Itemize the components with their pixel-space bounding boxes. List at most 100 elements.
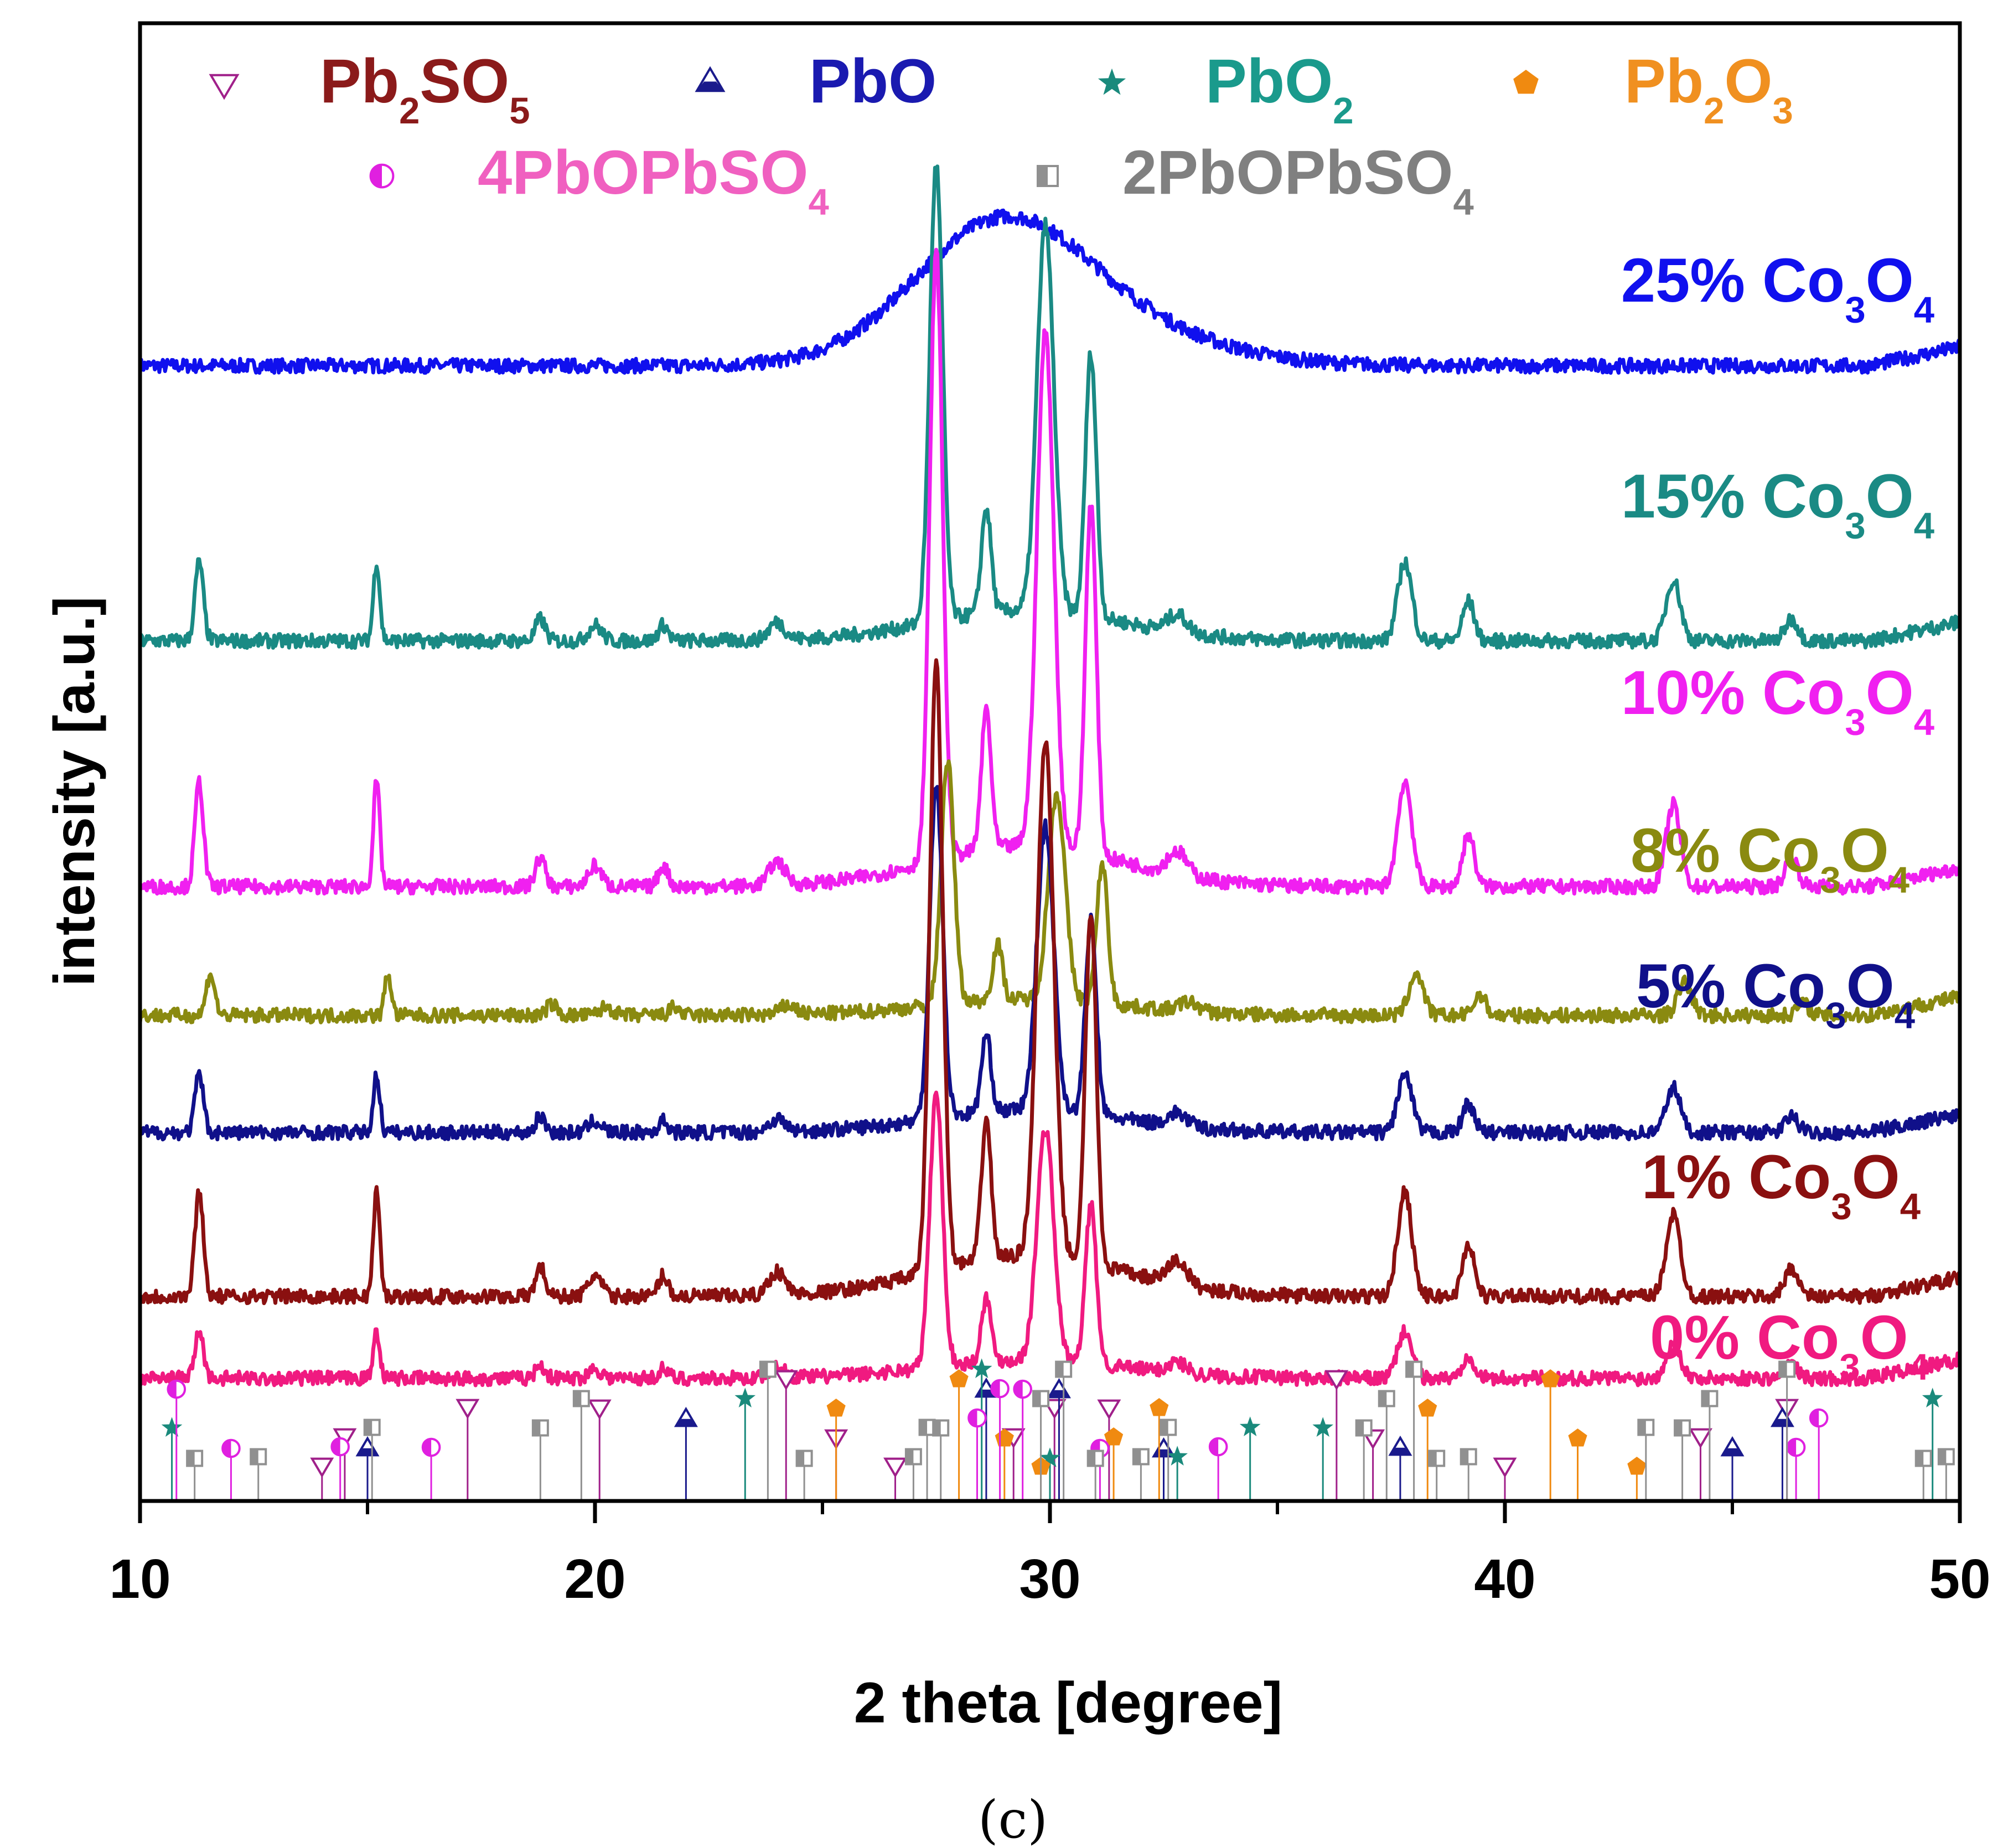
reference-marker (1104, 1427, 1124, 1446)
reference-marker (1388, 1435, 1412, 1456)
reference-marker (971, 1358, 992, 1379)
trace-layer (138, 164, 1962, 1388)
y-axis-label: intensity [a.u.] (43, 597, 107, 987)
reference-marker (186, 1450, 204, 1467)
reference-marker (1086, 1450, 1104, 1467)
reference-marker (1922, 1388, 1943, 1408)
reference-marker (167, 1379, 187, 1399)
reference-marker (1627, 1457, 1647, 1475)
reference-marker (1150, 1398, 1169, 1416)
legend-marker (1513, 70, 1539, 94)
reference-marker (1674, 1419, 1691, 1437)
reference-marker (161, 1417, 183, 1437)
reference-peak-layer (161, 1358, 1955, 1501)
series-line (138, 1090, 1962, 1388)
reference-marker (904, 1448, 922, 1466)
reference-marker (1809, 1408, 1829, 1428)
reference-marker (250, 1448, 267, 1466)
reference-marker (587, 1399, 612, 1420)
reference-marker (1720, 1436, 1745, 1457)
reference-marker (1378, 1390, 1395, 1407)
reference-marker (1541, 1369, 1560, 1388)
reference-marker (1055, 1360, 1073, 1378)
reference-marker (1312, 1417, 1334, 1437)
x-tick-label: 10 (109, 1548, 170, 1610)
reference-marker (1239, 1416, 1261, 1437)
reference-marker (421, 1437, 441, 1457)
reference-marker (363, 1419, 381, 1436)
series-label-layer: 25% Co3O4 15% Co3O4 10% Co3O4 8% Co3O4 5% Co… (1621, 246, 1934, 1388)
reference-marker (774, 1370, 798, 1391)
legend-marker (369, 163, 395, 189)
reference-marker (1324, 1370, 1349, 1391)
series-line (138, 208, 1962, 375)
reference-marker (1013, 1379, 1032, 1399)
x-tick-label: 40 (1474, 1548, 1535, 1610)
reference-marker (1208, 1437, 1228, 1457)
reference-marker (1460, 1448, 1477, 1466)
series-label: 10% Co3O4 (1621, 658, 1934, 743)
reference-marker (1428, 1450, 1446, 1467)
reference-marker (1493, 1457, 1517, 1478)
series-line (138, 247, 1962, 896)
reference-marker (1160, 1419, 1177, 1436)
x-tick-label: 30 (1019, 1548, 1080, 1610)
reference-marker (1039, 1447, 1060, 1468)
reference-marker (932, 1419, 950, 1437)
legend-label: 4PbOPbSO4 (478, 138, 829, 223)
series-label: 8% Co3O4 (1631, 816, 1909, 901)
legend-marker (1098, 68, 1126, 95)
legend-label: Pb2SO5 (320, 46, 530, 132)
reference-marker (1778, 1360, 1796, 1378)
legend: Pb2SO5 PbO PbO2 Pb2O3 4PbOPbSO4 2PbOPbSO4 (209, 46, 1793, 223)
reference-marker (1032, 1390, 1050, 1407)
reference-marker (1937, 1448, 1955, 1466)
x-axis: 10 20 30 40 50 (109, 1501, 1991, 1610)
x-axis-label: 2 theta [degree] (854, 1671, 1282, 1735)
series-line (138, 658, 1962, 1306)
legend-label: PbO2 (1205, 46, 1354, 132)
reference-marker (456, 1399, 480, 1420)
legend-label: PbO (809, 46, 936, 116)
series-label: 15% Co3O4 (1621, 462, 1934, 547)
reference-marker (759, 1360, 777, 1378)
series-label: 25% Co3O4 (1621, 246, 1934, 331)
reference-marker (1097, 1399, 1121, 1420)
reference-marker (1132, 1448, 1150, 1466)
reference-marker (1568, 1428, 1587, 1447)
reference-marker (1914, 1450, 1932, 1467)
reference-marker (1637, 1419, 1655, 1436)
reference-marker (1167, 1446, 1188, 1466)
reference-marker (990, 1379, 1010, 1399)
x-tick-label: 50 (1929, 1548, 1990, 1610)
reference-marker (310, 1457, 334, 1478)
reference-marker (949, 1369, 969, 1388)
reference-marker (967, 1408, 987, 1428)
reference-marker (1688, 1428, 1712, 1449)
reference-marker (531, 1419, 549, 1437)
legend-marker (695, 66, 726, 92)
reference-marker (883, 1457, 908, 1478)
reference-marker (674, 1406, 698, 1427)
x-tick-label: 20 (564, 1548, 625, 1610)
legend-marker (1037, 165, 1059, 187)
reference-marker (795, 1450, 813, 1467)
reference-marker (221, 1438, 241, 1458)
reference-marker (734, 1388, 756, 1408)
reference-marker (918, 1419, 936, 1436)
legend-label: Pb2O3 (1624, 46, 1793, 132)
legend-label: 2PbOPbSO4 (1122, 138, 1474, 223)
series-label: 1% Co3O4 (1642, 1142, 1921, 1228)
reference-marker (1786, 1437, 1806, 1457)
series-label: 5% Co3O4 (1636, 951, 1915, 1037)
reference-marker (1405, 1360, 1423, 1378)
legend-marker (209, 74, 240, 100)
reference-marker (826, 1399, 846, 1417)
reference-marker (1355, 1419, 1373, 1437)
reference-marker (1701, 1390, 1719, 1407)
figure-caption: (c) (978, 1790, 1048, 1848)
series-line (138, 164, 1962, 650)
series-label: 0% Co3O4 (1650, 1303, 1929, 1388)
